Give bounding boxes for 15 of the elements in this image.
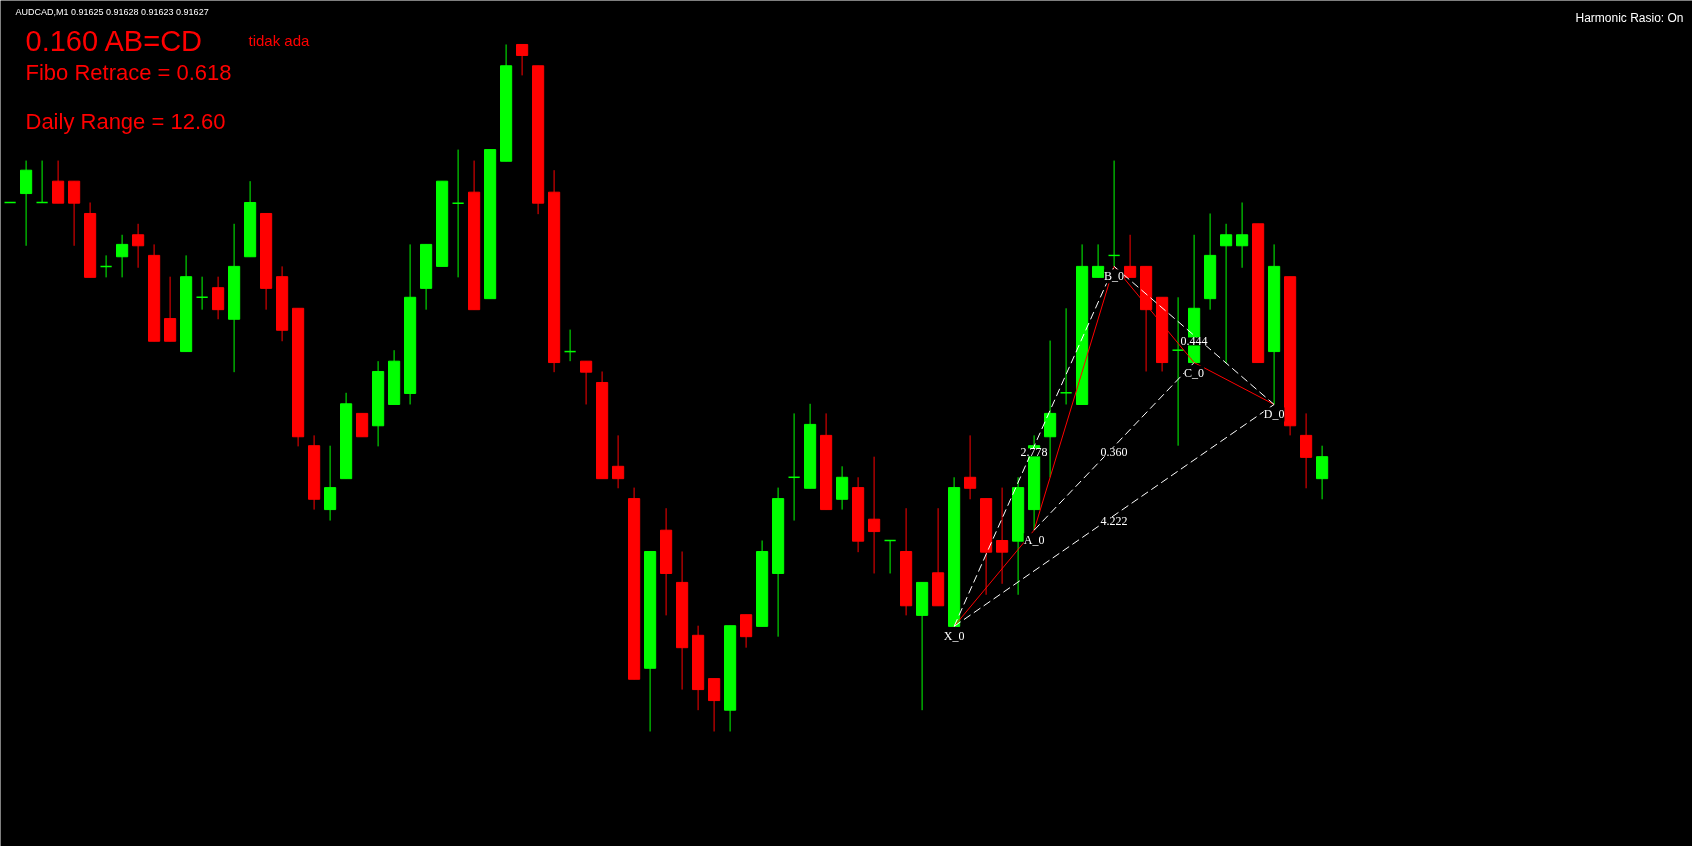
annotation: C_0 xyxy=(1184,365,1205,380)
series-label: 0.360 xyxy=(1100,445,1128,460)
series-label: 2.778 xyxy=(1020,445,1048,460)
annotation: Fibo Retrace = 0.618 xyxy=(25,60,232,85)
annotation: A_0 xyxy=(1023,533,1045,548)
annotation: B_0 xyxy=(1104,269,1125,284)
annotation: 0.160 AB=CD xyxy=(25,24,203,57)
chart-title: AUDCAD,M1 0.91625 0.91628 0.91623 0.91627 xyxy=(15,6,209,17)
series-label: 0.444 xyxy=(1180,334,1208,349)
series-label: 4.222 xyxy=(1100,514,1128,529)
annotation: Daily Range = 12.60 xyxy=(25,109,226,134)
annotation: D_0 xyxy=(1263,407,1285,422)
annotation: tidak ada xyxy=(248,32,311,49)
annotation: X_0 xyxy=(943,629,965,644)
text: Harmonic Rasio: On xyxy=(1575,10,1684,25)
